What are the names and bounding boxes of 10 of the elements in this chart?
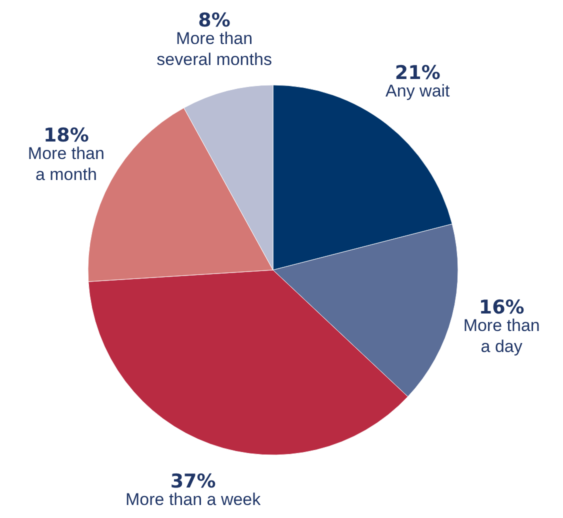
- data-label: 8%: [198, 9, 230, 32]
- slice-label: More than several months: [156, 28, 272, 69]
- data-label: 16%: [478, 296, 524, 319]
- data-label: 37%: [170, 470, 216, 493]
- data-label: 21%: [394, 62, 440, 84]
- slice-label: More than a month: [28, 144, 104, 184]
- slice-label: Any wait: [386, 82, 450, 101]
- data-label: 18%: [43, 124, 89, 146]
- slice-label: More than a week: [125, 490, 262, 510]
- slice-label: More than a day: [463, 316, 540, 356]
